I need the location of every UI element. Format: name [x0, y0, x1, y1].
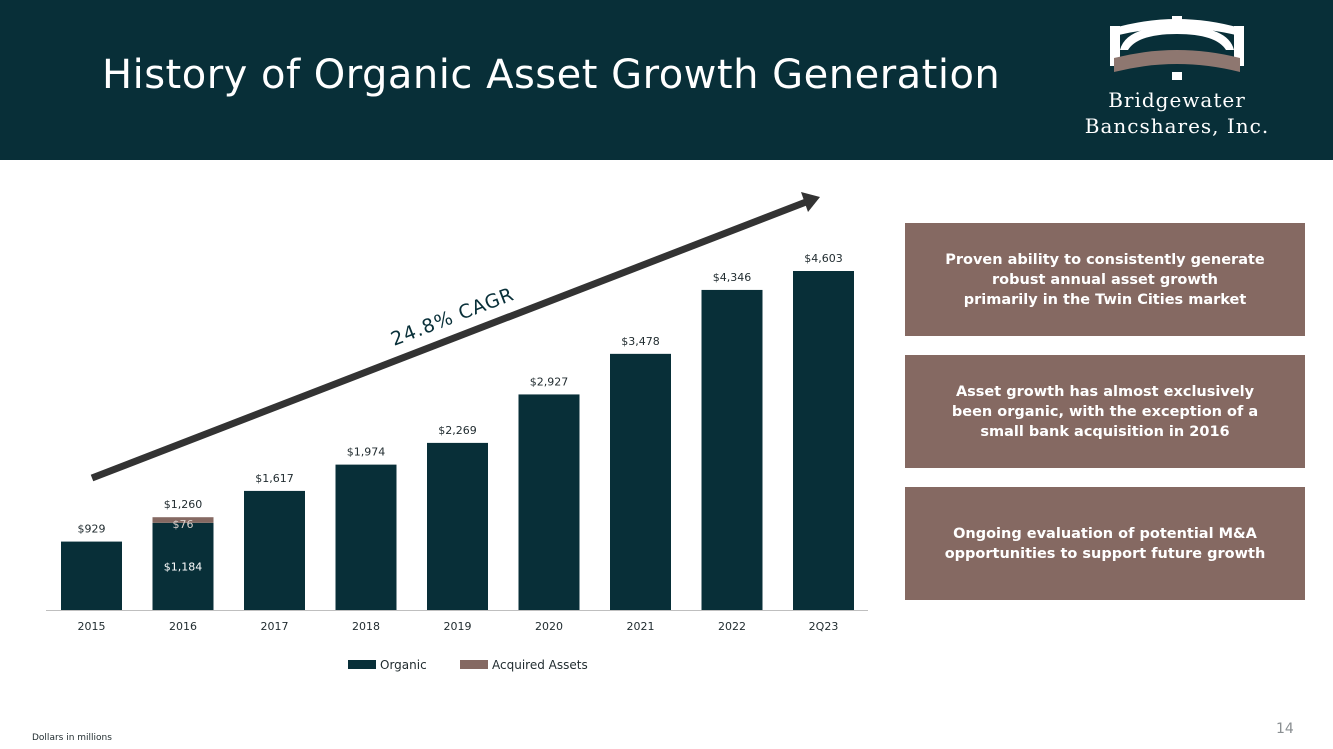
- header-banner: History of Organic Asset Growth Generati…: [0, 0, 1333, 160]
- page-title: History of Organic Asset Growth Generati…: [102, 52, 1001, 98]
- logo-text-line1: Bridgewater: [1108, 88, 1246, 112]
- logo-text-line2: Bancshares, Inc.: [1084, 114, 1270, 138]
- bridge-logo-icon: [1110, 16, 1244, 80]
- bar-total-label: $2,927: [530, 375, 569, 388]
- cagr-arrow-line: [90, 198, 808, 482]
- bar-total-label: $2,269: [438, 424, 477, 437]
- bar-total-label: $1,617: [255, 472, 294, 485]
- bar-organic-2018: [335, 464, 397, 610]
- bar-total-label: $929: [78, 523, 106, 536]
- bar-total-label: $1,260: [164, 498, 203, 511]
- legend-label-organic: Organic: [380, 658, 427, 672]
- page-number: 14: [1276, 721, 1294, 737]
- company-logo: Bridgewater Bancshares, Inc.: [1062, 14, 1292, 144]
- bar-total-label: $3,478: [621, 335, 660, 348]
- x-tick-label: 2021: [627, 620, 655, 633]
- x-tick-label: 2015: [78, 620, 106, 633]
- callout-box-proven-growth: Proven ability to consistently generate …: [905, 223, 1305, 336]
- bar-acquired-2016: [152, 517, 214, 523]
- bar-organic-2021: [610, 353, 671, 610]
- segment-label: $1,184: [164, 560, 203, 573]
- bar-total-label: $4,346: [713, 271, 752, 284]
- segment-label: $76: [173, 518, 194, 531]
- x-tick-label: 2022: [718, 620, 746, 633]
- x-tick-label: 2019: [444, 620, 472, 633]
- x-tick-label: 2018: [352, 620, 380, 633]
- bar-organic-2022: [701, 289, 763, 610]
- legend-swatch-organic: [348, 660, 376, 669]
- bar-organic-2017: [244, 490, 305, 610]
- x-tick-label: 2020: [535, 620, 563, 633]
- x-tick-label: 2Q23: [809, 620, 839, 633]
- bar-organic-2015: [61, 541, 122, 610]
- bar-total-label: $1,974: [347, 446, 386, 459]
- asset-growth-chart: $929 2015 $1,260 2016 $1,617 2017 $1,974 2018 $2…: [46, 192, 868, 672]
- x-tick-label: 2017: [261, 620, 289, 633]
- bar-organic-2019: [427, 442, 488, 610]
- legend-swatch-acquired: [460, 660, 488, 669]
- bar-organic-2020: [518, 394, 580, 610]
- footnote: Dollars in millions: [32, 733, 112, 743]
- callout-box-organic-growth: Asset growth has almost exclusively been…: [905, 355, 1305, 468]
- cagr-arrow-head: [801, 192, 820, 212]
- bar-organic-2Q23: [793, 271, 854, 610]
- bar-organic-2016: [152, 522, 214, 610]
- bar-total-label: $4,603: [804, 252, 843, 265]
- callout-box-ma-evaluation: Ongoing evaluation of potential M&A oppo…: [905, 487, 1305, 600]
- x-tick-label: 2016: [169, 620, 197, 633]
- legend-label-acquired: Acquired Assets: [492, 658, 588, 672]
